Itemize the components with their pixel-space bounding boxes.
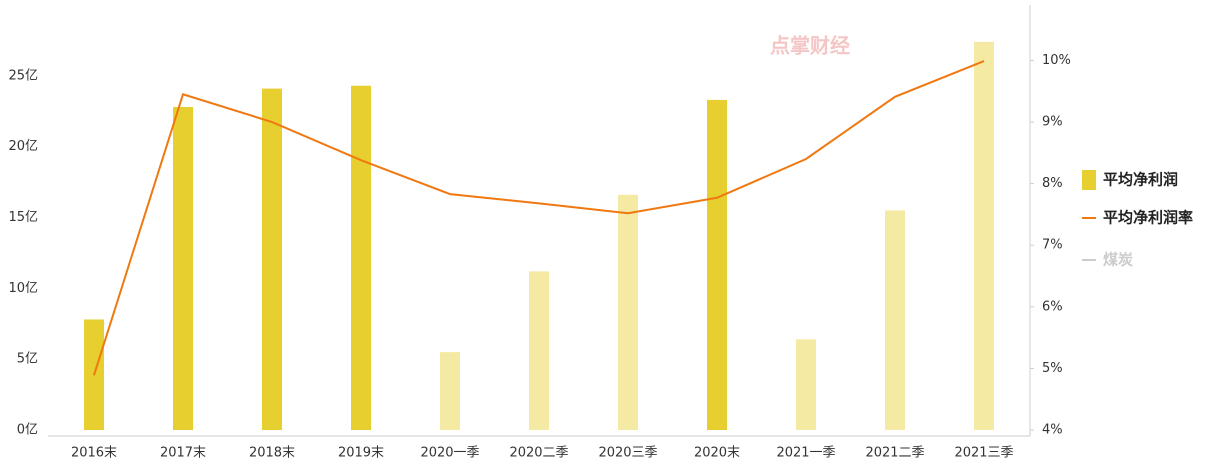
y-tick-label: 25亿	[8, 68, 38, 83]
y-tick-label: 15亿	[8, 210, 38, 225]
y2-tick-label: 5%	[1042, 361, 1063, 376]
bar	[440, 352, 460, 430]
y2-tick-label: 4%	[1042, 423, 1063, 438]
x-tick-label: 2018末	[249, 446, 295, 461]
bar	[618, 194, 638, 430]
x-tick-label: 2019末	[338, 446, 384, 461]
legend-label[interactable]: 煤炭	[1103, 251, 1133, 269]
bar	[707, 99, 727, 431]
bar	[173, 107, 193, 430]
watermark: 点掌财经	[770, 34, 850, 58]
y2-tick-label: 7%	[1042, 238, 1063, 253]
legend-label[interactable]: 平均净利润率	[1103, 209, 1193, 227]
x-tick-label: 2020一季	[420, 446, 479, 461]
x-tick-label: 2020三季	[598, 446, 657, 461]
x-tick-label: 2020末	[694, 446, 740, 461]
legend-swatch	[1082, 170, 1096, 190]
bar	[529, 271, 549, 430]
y-tick-label: 20亿	[8, 139, 38, 154]
bar	[351, 85, 371, 430]
x-tick-label: 2021二季	[865, 446, 924, 461]
bar	[796, 339, 816, 430]
y2-tick-label: 8%	[1042, 176, 1063, 191]
y2-tick-label: 9%	[1042, 115, 1063, 130]
y2-tick-label: 6%	[1042, 299, 1063, 314]
x-tick-label: 2016末	[71, 446, 117, 461]
y-tick-label: 10亿	[8, 281, 38, 296]
bar	[974, 41, 994, 430]
line	[93, 60, 985, 376]
y-tick-label: 5亿	[17, 352, 38, 367]
x-tick-label: 2021一季	[776, 446, 835, 461]
y-tick-label: 0亿	[17, 423, 38, 438]
x-tick-label: 2021三季	[954, 446, 1013, 461]
x-tick-label: 2020二季	[509, 446, 568, 461]
x-tick-label: 2017末	[160, 446, 206, 461]
bar	[885, 210, 905, 430]
bar	[262, 88, 282, 430]
y2-tick-label: 10%	[1042, 53, 1071, 68]
legend-label[interactable]: 平均净利润	[1103, 171, 1178, 189]
